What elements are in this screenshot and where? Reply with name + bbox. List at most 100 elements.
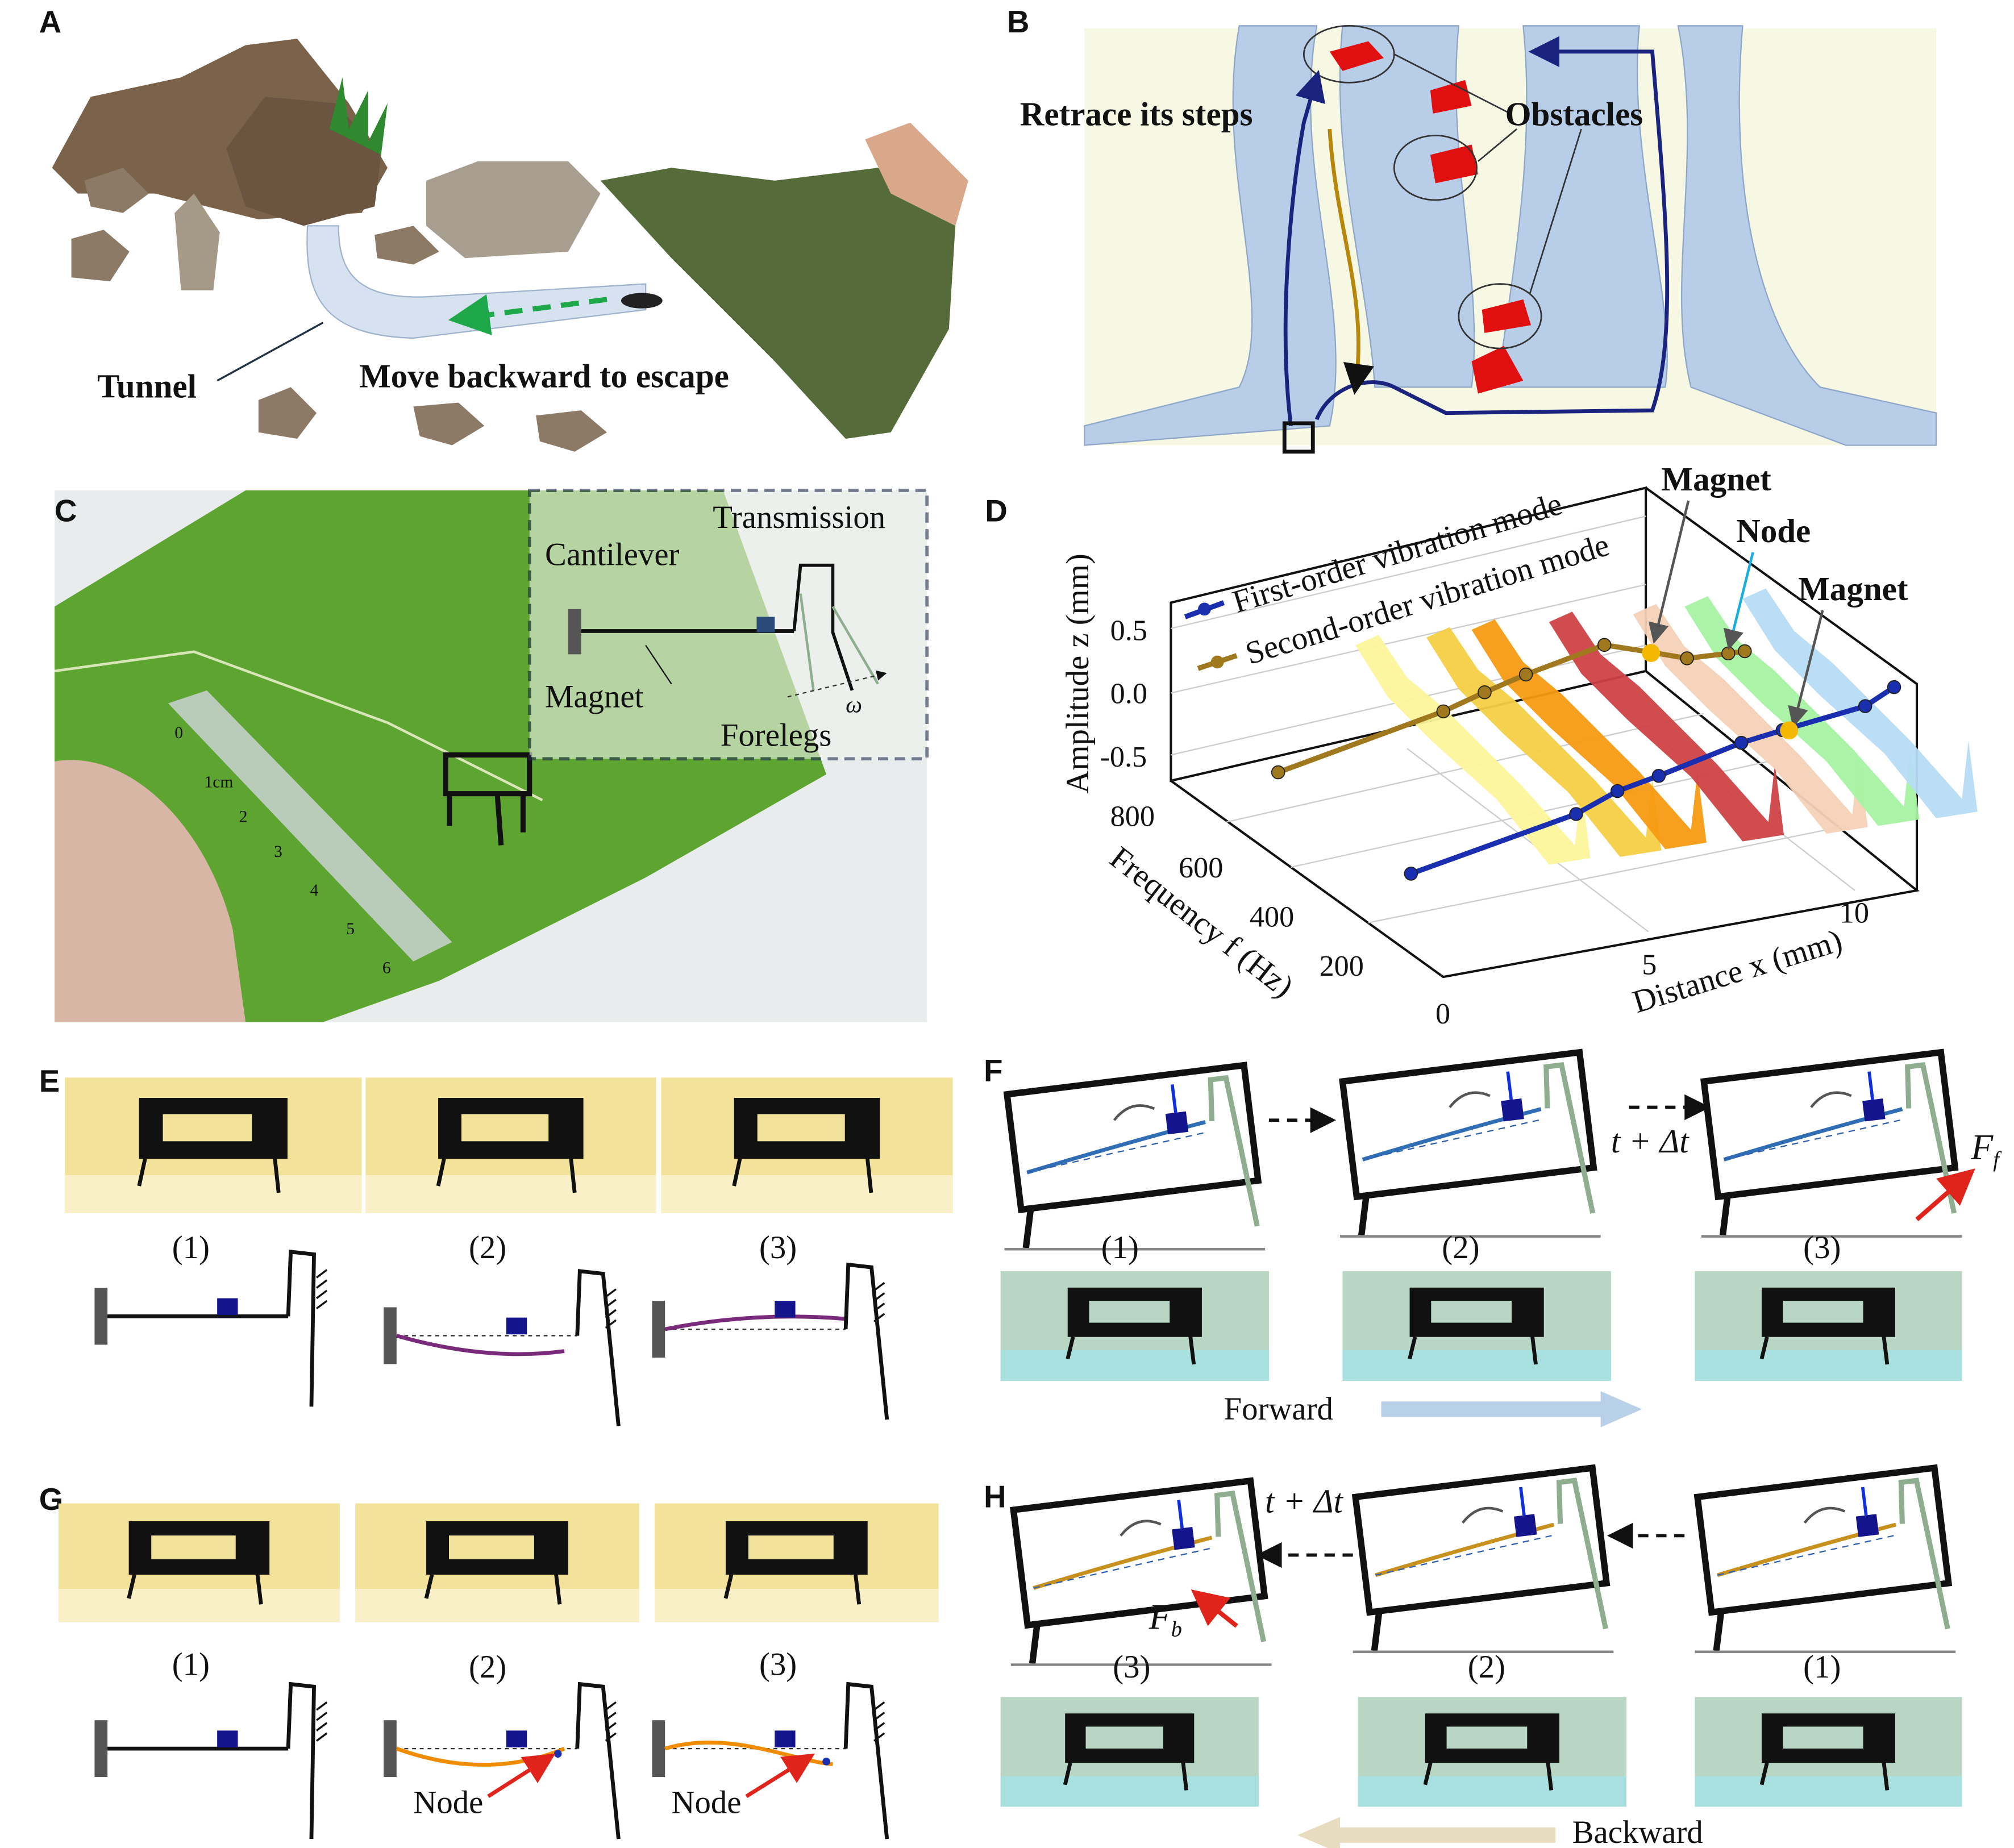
robot-frame-schematic — [1003, 1062, 1262, 1248]
step-label: (1) — [1803, 1649, 1841, 1685]
obstacle-circles — [1303, 25, 1582, 349]
f-tick-labels: 800 600 400 200 — [1110, 800, 1364, 982]
ruler-marks: 0 1cm 2 3 4 5 6 — [174, 724, 390, 977]
panel-label-d: D — [985, 493, 1007, 528]
robot-foreleg — [851, 1556, 862, 1605]
robot-frame — [1700, 1048, 1959, 1201]
ground-hatch — [605, 1319, 617, 1329]
spectrum-ridge — [1355, 635, 1591, 865]
panel-c: 0 1cm 2 3 4 5 6 C Transmission Cantileve… — [54, 489, 929, 1022]
forelegs-label: Forelegs — [721, 718, 832, 754]
force-symbol: F — [1149, 1596, 1172, 1637]
robot-window — [1783, 1726, 1863, 1749]
rocks-illustration — [52, 39, 607, 452]
rotation-arrow — [1461, 1506, 1504, 1524]
ground-hatch — [605, 1712, 617, 1721]
magnet — [1172, 1526, 1195, 1550]
wall-mount — [652, 1301, 665, 1358]
robot-frame — [1351, 1464, 1611, 1616]
node-point — [554, 1750, 562, 1758]
foreleg — [1905, 1062, 1957, 1214]
robot-window — [1089, 1301, 1170, 1323]
data-point — [1518, 667, 1533, 682]
foreleg — [1208, 1075, 1260, 1227]
magnet — [1513, 1514, 1537, 1537]
ground-hatch — [605, 1309, 617, 1319]
magnet — [1855, 1514, 1879, 1537]
robot-frame — [1693, 1464, 1953, 1616]
wall-mount — [94, 1720, 108, 1778]
transmission-foreleg — [843, 1681, 889, 1839]
step-label: (2) — [469, 1649, 506, 1685]
robot-foreleg — [863, 1138, 873, 1193]
robot-frame-schematic — [1351, 1464, 1611, 1651]
data-point — [1271, 765, 1285, 780]
robot-foreleg — [567, 1138, 577, 1193]
robot-frame — [1339, 1048, 1597, 1201]
panel-label-a: A — [39, 5, 61, 39]
rotation-arrow — [1449, 1091, 1491, 1108]
ruler-mark: 1cm — [204, 773, 233, 791]
tunnel-leader — [217, 322, 324, 382]
data-point — [1738, 644, 1752, 659]
obstacle — [1329, 41, 1384, 71]
backward-arrow — [1297, 1817, 1556, 1848]
wall-mount — [652, 1720, 665, 1778]
robot-window — [1085, 1726, 1163, 1749]
transmission-foreleg — [286, 1681, 316, 1839]
wall-mount — [384, 1307, 397, 1364]
reference-line — [1375, 1534, 1555, 1576]
z-axis-label: Amplitude z (mm) — [1060, 553, 1096, 794]
robot-photo — [58, 1503, 340, 1622]
data-point — [1680, 651, 1694, 665]
ground-hatch — [316, 1300, 328, 1310]
cantilever-beam — [664, 1314, 846, 1331]
data-point — [1721, 646, 1736, 661]
photo-floor — [355, 1589, 639, 1622]
ruler-mark: 4 — [310, 881, 319, 900]
robot-frame-schematic — [1700, 1048, 1959, 1236]
robot-leg — [732, 1158, 742, 1187]
rotation-arrow — [1120, 1520, 1162, 1537]
ground-hatch — [873, 1302, 885, 1312]
robot-leg — [1063, 1762, 1072, 1785]
robot-photo — [1000, 1697, 1259, 1807]
cantilever-schematic — [652, 1681, 889, 1839]
magnet — [775, 1301, 796, 1318]
transmission-foreleg — [575, 1681, 621, 1839]
force-symbol: F — [1970, 1126, 1994, 1167]
robot-photo — [355, 1503, 639, 1622]
panel-label-f: F — [984, 1054, 1002, 1088]
ruler-mark: 5 — [346, 920, 355, 938]
robot-photo — [655, 1503, 939, 1622]
ground-hatch — [873, 1712, 885, 1721]
photo-floor — [1000, 1350, 1270, 1381]
chart-legend: First-order vibration mode Second-order … — [1184, 486, 1613, 672]
rotation-arrow — [1803, 1506, 1846, 1524]
f-tick-label: 200 — [1320, 950, 1364, 983]
robot-window — [461, 1114, 549, 1142]
z-tick-label: 0.0 — [1110, 677, 1147, 710]
panel-g: G (1) (2) (3) Node Node — [39, 1482, 939, 1839]
annotation-arrow — [1788, 610, 1824, 728]
robot-photo — [661, 1077, 953, 1213]
panel-label-c: C — [55, 493, 77, 528]
cantilever-schematic — [384, 1269, 621, 1426]
robot-leg — [1759, 1762, 1769, 1785]
panel-label-e: E — [39, 1064, 60, 1098]
annotation-magnet-2: Magnet — [1798, 570, 1908, 607]
photo-floor — [365, 1175, 656, 1213]
ground-hatch — [873, 1732, 885, 1742]
robot-window — [449, 1535, 534, 1559]
spectrum-ridges — [1355, 588, 1978, 865]
f-tick-label: 600 — [1179, 851, 1223, 884]
robot-frame — [1003, 1062, 1262, 1213]
photo-floor — [65, 1175, 362, 1213]
obstacle — [1482, 299, 1532, 333]
omega-label: ω — [846, 692, 862, 718]
path-retrace — [1328, 128, 1374, 395]
magnet — [506, 1730, 527, 1747]
panel-b: B Retrace its steps Obstacles — [1007, 5, 1937, 454]
magnet-force-arrow — [1506, 1071, 1513, 1100]
robot-leg — [723, 1574, 734, 1599]
